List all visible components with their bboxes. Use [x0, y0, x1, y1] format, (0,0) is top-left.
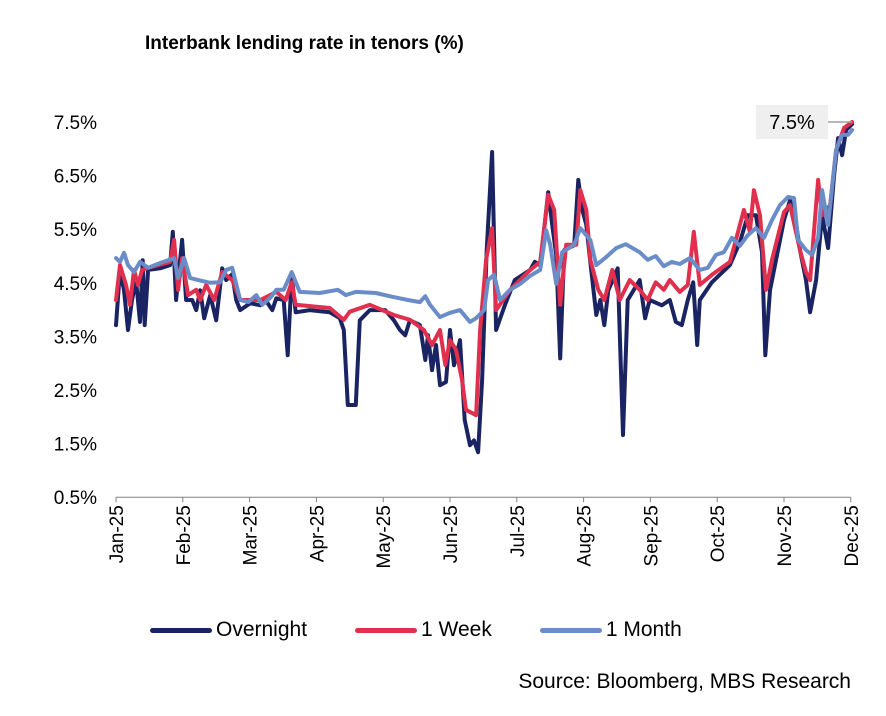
x-tick-label: May-25	[374, 505, 395, 568]
x-tick-label: Mar-25	[241, 505, 262, 565]
legend-label: 1 Month	[605, 618, 682, 641]
y-tick-label: 6.5%	[54, 167, 97, 188]
x-tick-label: Jan-25	[107, 505, 128, 563]
x-tick-label: Jul-25	[508, 505, 529, 557]
legend-label: 1 Week	[421, 618, 492, 641]
y-tick-label: 5.5%	[54, 220, 97, 241]
legend-swatch	[355, 627, 418, 633]
legend-item-1-week: 1 Week	[355, 618, 492, 642]
x-tick-label: Sep-25	[641, 505, 662, 566]
legend-item-overnight: Overnight	[150, 618, 307, 642]
y-tick-label: 1.5%	[54, 435, 97, 456]
chart-title: Interbank lending rate in tenors (%)	[145, 33, 464, 54]
series-line-overnight	[114, 122, 855, 455]
series-line-1-month	[114, 128, 855, 324]
y-tick-label: 7.5%	[54, 113, 97, 134]
source-note: Source: Bloomberg, MBS Research	[518, 670, 851, 693]
x-tick-label: Apr-25	[307, 505, 328, 562]
x-tick-label: Feb-25	[174, 505, 195, 565]
legend-swatch	[150, 627, 212, 633]
legend-label: Overnight	[216, 618, 308, 641]
y-tick-label: 3.5%	[54, 327, 97, 348]
y-tick-label: 0.5%	[54, 488, 97, 509]
x-tick-label: Oct-25	[708, 505, 729, 562]
legend: Overnight 1 Week 1 Month	[150, 618, 730, 642]
x-tick-label: Jun-25	[441, 505, 462, 563]
annotation-box	[756, 105, 828, 139]
legend-swatch	[539, 627, 602, 633]
y-tick-label: 2.5%	[54, 381, 97, 402]
annotation-label: 7.5%	[769, 112, 815, 134]
x-tick-label: Dec-25	[842, 505, 863, 566]
legend-item-1-month: 1 Month	[539, 618, 682, 642]
x-tick-label: Aug-25	[575, 505, 596, 566]
x-tick-label: Nov-25	[775, 505, 796, 566]
y-tick-label: 4.5%	[54, 274, 97, 295]
